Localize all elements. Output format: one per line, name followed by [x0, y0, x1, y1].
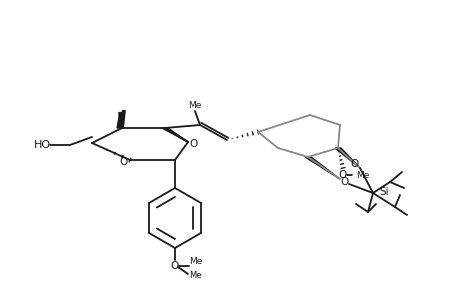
Text: Me: Me [189, 272, 201, 280]
Polygon shape [334, 148, 359, 168]
Text: O: O [350, 159, 358, 169]
Text: O: O [338, 170, 347, 180]
Text: Me: Me [189, 257, 202, 266]
Polygon shape [304, 157, 339, 179]
Text: Me: Me [188, 100, 201, 109]
Polygon shape [162, 128, 188, 142]
Text: HO: HO [34, 140, 50, 150]
Text: Si: Si [378, 187, 388, 197]
Text: O: O [340, 177, 348, 187]
Text: O: O [120, 157, 128, 167]
Text: Me: Me [355, 170, 369, 179]
Polygon shape [117, 112, 123, 128]
Text: O: O [190, 139, 198, 149]
Text: O: O [170, 261, 179, 271]
